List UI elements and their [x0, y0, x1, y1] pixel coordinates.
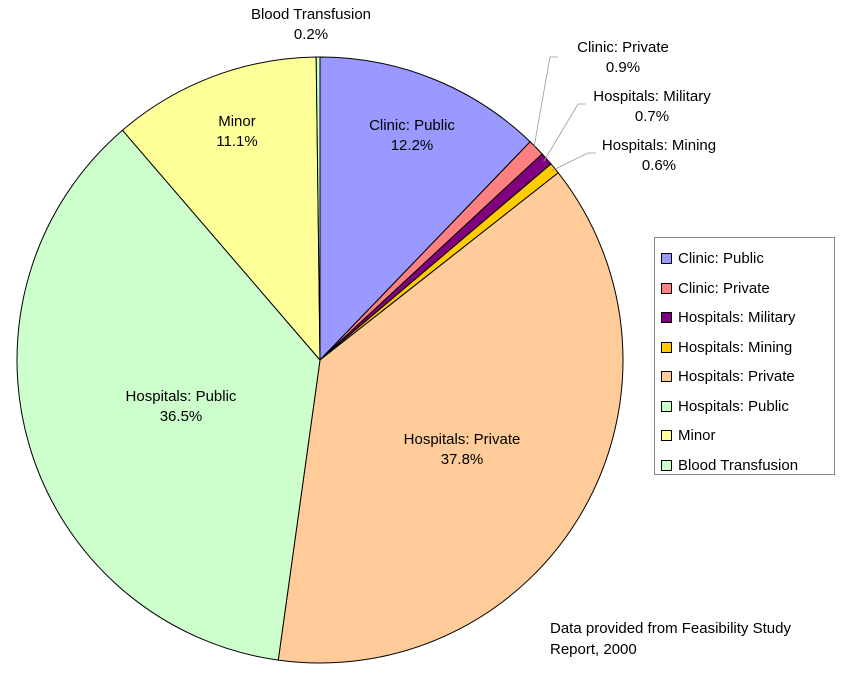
- legend-item-hospitals-public: Hospitals: Public: [661, 392, 834, 422]
- pie-slice-hospitals-public: [16, 129, 321, 661]
- legend: Clinic: Public Clinic: Private Hospitals: …: [654, 237, 835, 475]
- slice-label-clinic-public: Clinic: Public: [369, 117, 455, 134]
- slice-value-minor: 11.1%: [216, 133, 257, 150]
- slice-value-hospitals-public: 36.5%: [160, 408, 203, 425]
- slice-label-hospitals-public: Hospitals: Public: [126, 388, 237, 405]
- pie-slice-minor: [121, 56, 321, 362]
- slice-label-hospitals-military: Hospitals: Military: [593, 88, 711, 105]
- slice-value-clinic-public: 12.2%: [391, 137, 434, 154]
- leader-line-clinic-private: [533, 56, 558, 151]
- pie-slice-hospitals-private: [277, 172, 624, 664]
- pie-slices: [16, 56, 624, 664]
- slice-label-clinic-private: Clinic: Private: [577, 39, 669, 56]
- leader-line-hospitals-military: [543, 103, 586, 162]
- legend-swatch: [661, 400, 672, 412]
- slice-label-minor: Minor: [218, 113, 256, 130]
- slice-labels: Clinic: Public 12.2% Clinic: Private 0.9% Ho…: [126, 6, 717, 468]
- legend-swatch: [661, 371, 672, 383]
- legend-label: Hospitals: Public: [678, 397, 789, 415]
- legend-item-hospitals-military: Hospitals: Military: [661, 303, 834, 333]
- leader-line-hospitals-mining: [551, 152, 596, 172]
- legend-swatch: [661, 282, 672, 294]
- source-note: Data provided from Feasibility Study Rep…: [550, 620, 791, 658]
- pie-slice-clinic-public: [319, 56, 531, 362]
- legend-swatch: [661, 253, 672, 265]
- pie-slice-blood-transfusion: [315, 56, 321, 361]
- legend-swatch: [661, 341, 672, 353]
- legend-label: Hospitals: Mining: [678, 338, 793, 356]
- legend-item-blood-transfusion: Blood Transfusion: [661, 451, 834, 481]
- slice-label-hospitals-mining: Hospitals: Mining: [602, 137, 716, 154]
- slice-value-blood-transfusion: 0.2%: [294, 26, 328, 43]
- legend-item-hospitals-mining: Hospitals: Mining: [661, 333, 834, 363]
- legend-label: Hospitals: Military: [678, 309, 796, 327]
- slice-label-hospitals-private: Hospitals: Private: [404, 431, 521, 448]
- slice-label-blood-transfusion: Blood Transfusion: [251, 6, 371, 23]
- legend-label: Clinic: Private: [678, 279, 770, 297]
- slice-value-hospitals-mining: 0.6%: [642, 157, 676, 174]
- slice-value-hospitals-private: 37.8%: [441, 451, 484, 468]
- legend-swatch: [661, 430, 672, 442]
- legend-label: Clinic: Public: [678, 250, 764, 268]
- slice-value-clinic-private: 0.9%: [606, 59, 640, 76]
- legend-label: Hospitals: Private: [678, 368, 795, 386]
- legend-label: Blood Transfusion: [678, 456, 799, 474]
- leader-lines: [533, 56, 596, 172]
- legend-item-minor: Minor: [661, 421, 834, 451]
- legend-swatch: [661, 459, 672, 471]
- legend-item-clinic-private: Clinic: Private: [661, 274, 834, 304]
- legend-swatch: [661, 312, 672, 324]
- slice-value-hospitals-military: 0.7%: [635, 108, 669, 125]
- legend-item-hospitals-private: Hospitals: Private: [661, 362, 834, 392]
- legend-item-clinic-public: Clinic: Public: [661, 244, 834, 274]
- legend-label: Minor: [678, 427, 716, 445]
